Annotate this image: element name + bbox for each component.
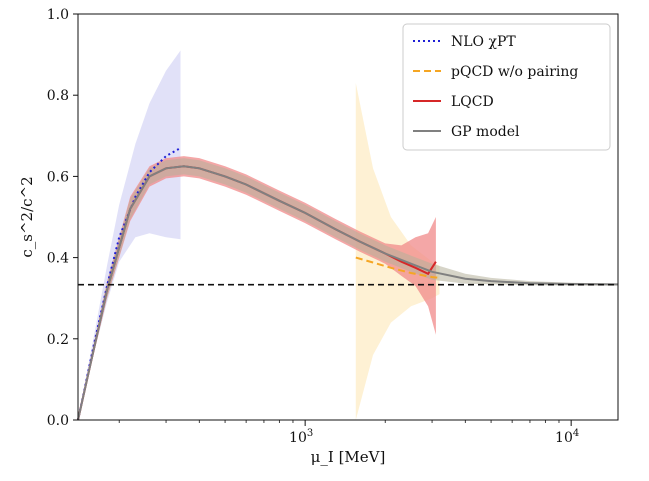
y-tick-label: 0.2 — [47, 332, 69, 348]
series-lines — [77, 147, 619, 421]
legend-label-lqcd: LQCD — [451, 94, 494, 110]
plot-frame — [77, 13, 619, 421]
y-tick-label: 1.0 — [47, 7, 69, 23]
y-tick-label: 0.8 — [47, 88, 69, 104]
x-tick-label: 103 — [289, 428, 313, 446]
y-axis-ticks: 0.0 0.2 0.4 0.6 0.8 1.0 — [47, 7, 78, 429]
y-tick-label: 0.4 — [47, 251, 69, 267]
legend-label-pqcd-w-o-pairing: pQCD w/o pairing — [451, 64, 578, 80]
uncertainty-bands — [78, 50, 618, 420]
legend: NLO χPT pQCD w/o pairing LQCD GP model — [402, 23, 611, 151]
line-pqcd-w-o-pairing — [355, 256, 440, 279]
legend-box — [402, 23, 611, 151]
y-tick-label: 0.0 — [47, 413, 69, 429]
y-axis-label: c_s^2/c^2 — [18, 176, 36, 257]
legend-label-gp-model: GP model — [451, 124, 520, 140]
legend-label-nlo-pt: NLO χPT — [451, 34, 516, 50]
y-tick-label: 0.6 — [47, 169, 69, 185]
x-axis-ticks: 103 104 — [118, 420, 579, 446]
x-tick-label: 104 — [555, 428, 579, 446]
line-gp-model — [77, 165, 619, 421]
band-nlo-pt — [78, 50, 181, 420]
x-axis-label: μ_I [MeV] — [311, 448, 386, 466]
